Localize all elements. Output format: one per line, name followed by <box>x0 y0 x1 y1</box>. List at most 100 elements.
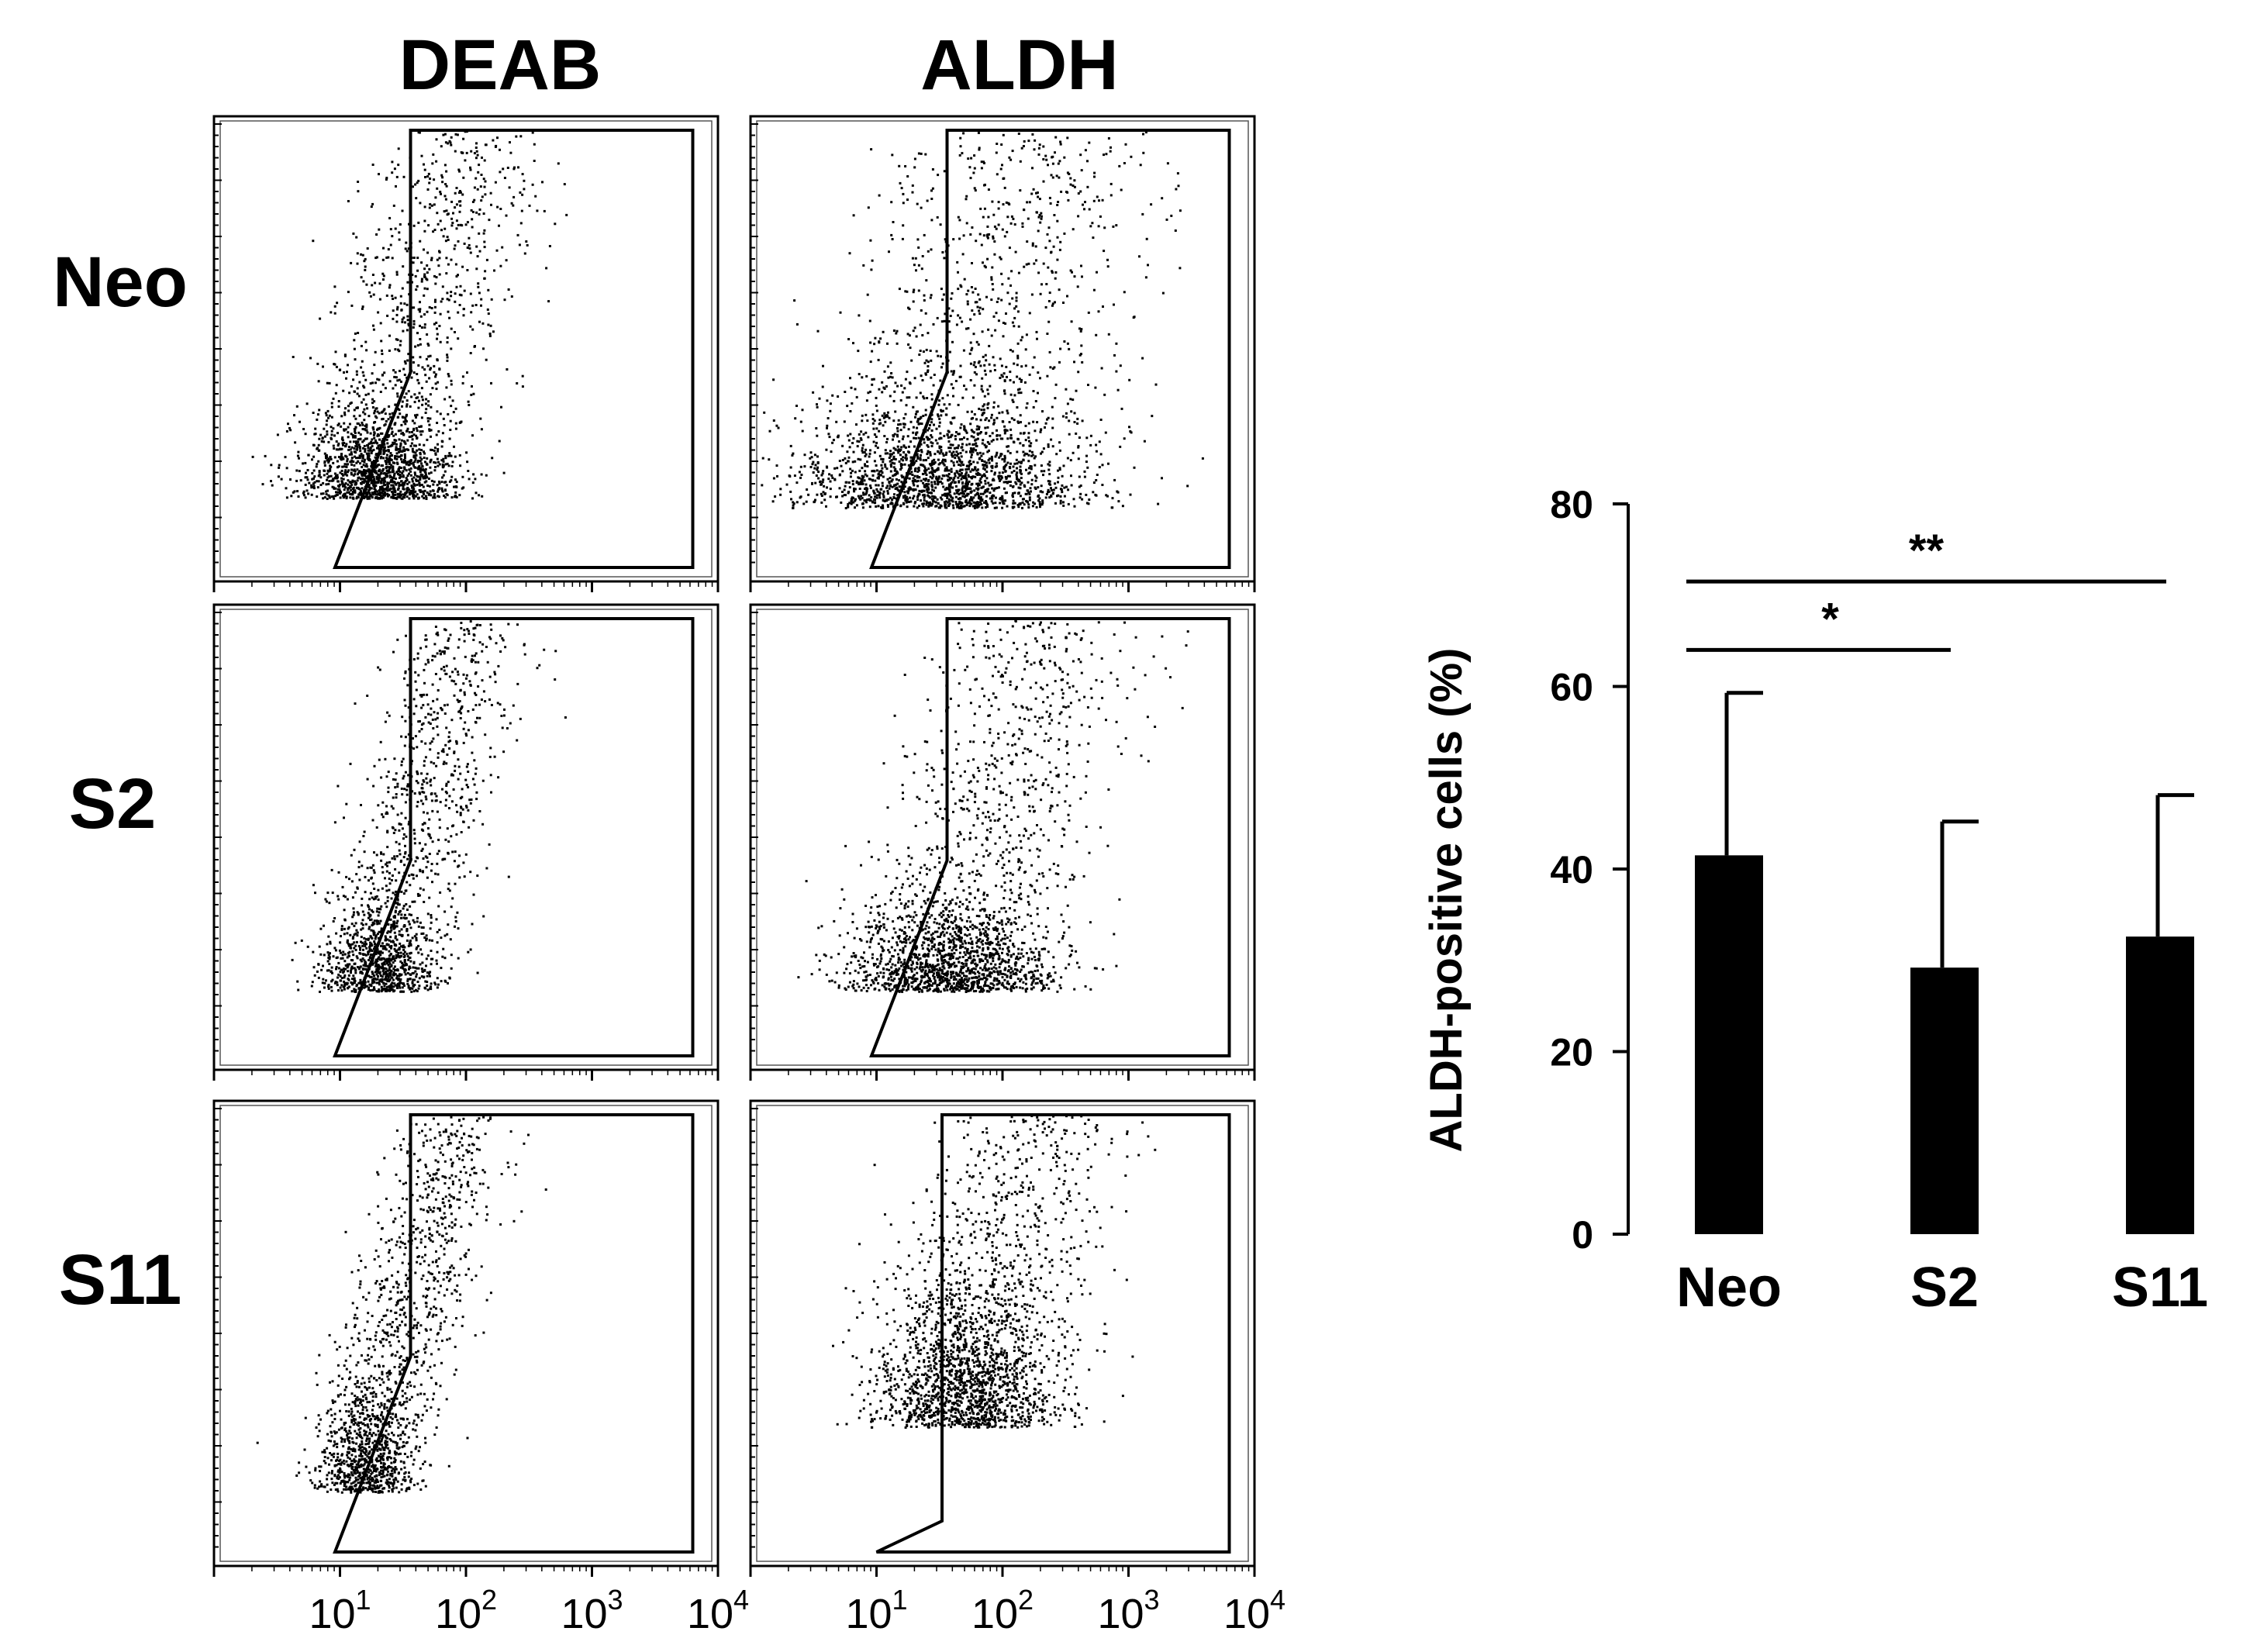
event-dot <box>408 431 411 434</box>
event-dot <box>372 930 375 933</box>
event-dot <box>364 961 367 964</box>
event-dot <box>415 780 418 782</box>
event-dot <box>456 1154 459 1157</box>
event-dot <box>458 454 461 457</box>
event-dot <box>327 457 330 460</box>
event-dot <box>471 304 475 307</box>
event-dot <box>358 471 361 474</box>
event-dot <box>345 1367 348 1371</box>
event-dot <box>411 274 414 276</box>
event-dot <box>341 485 344 488</box>
event-dot <box>437 381 440 384</box>
event-dot <box>376 456 379 459</box>
event-dot <box>443 496 447 499</box>
event-dot <box>437 264 440 267</box>
event-dot <box>398 947 401 950</box>
event-dot <box>422 469 425 472</box>
event-dot <box>490 628 493 631</box>
event-dot <box>436 852 439 855</box>
event-dot <box>435 276 438 279</box>
event-dot <box>418 399 420 402</box>
event-dot <box>363 472 366 475</box>
event-dot <box>463 629 466 632</box>
event-dot <box>441 298 444 301</box>
event-dot <box>333 1340 336 1343</box>
event-dot <box>391 923 394 926</box>
event-dot <box>357 440 360 443</box>
event-dot <box>406 978 409 981</box>
event-dot <box>454 1288 457 1292</box>
event-dot <box>405 1358 409 1361</box>
flow-panel-deab-s11 <box>212 1099 720 1577</box>
event-dot <box>385 1444 388 1447</box>
event-dot <box>418 977 421 980</box>
event-dot <box>382 1458 385 1461</box>
event-dot <box>457 337 460 340</box>
event-dot <box>434 626 437 628</box>
event-dot <box>483 229 486 232</box>
event-dot <box>364 479 367 482</box>
event-dot <box>382 490 385 493</box>
event-dot <box>430 307 433 309</box>
event-dot <box>478 1148 481 1151</box>
event-dot <box>443 495 446 497</box>
event-dot <box>411 1194 414 1197</box>
event-dot <box>333 472 336 475</box>
event-dot <box>295 469 299 472</box>
event-dot <box>435 1314 438 1316</box>
event-dot <box>411 936 414 940</box>
event-dot <box>423 492 425 495</box>
event-dot <box>356 887 359 890</box>
event-dot <box>411 430 413 433</box>
event-dot <box>381 813 384 816</box>
event-dot <box>374 937 377 940</box>
event-dot <box>398 849 401 852</box>
event-dot <box>372 491 375 495</box>
event-dot <box>412 427 416 430</box>
event-dot <box>371 1455 374 1458</box>
event-dot <box>449 1278 452 1281</box>
event-dot <box>396 481 399 485</box>
event-dot <box>374 1458 378 1461</box>
event-dot <box>415 1123 418 1126</box>
event-dot <box>285 487 288 490</box>
event-dot <box>401 405 403 408</box>
event-dot <box>385 1338 388 1341</box>
event-dot <box>419 430 422 433</box>
event-dot <box>397 348 399 351</box>
event-dot <box>383 436 386 440</box>
event-dot <box>446 359 449 362</box>
event-dot <box>439 1328 442 1331</box>
event-dot <box>379 950 382 953</box>
event-dot <box>371 1488 374 1492</box>
event-dot <box>321 1450 324 1454</box>
event-dot <box>388 1450 391 1453</box>
event-dot <box>383 957 386 961</box>
event-dot <box>485 474 488 477</box>
event-dot <box>356 931 359 934</box>
event-dot <box>480 428 483 431</box>
event-dot <box>378 489 381 492</box>
event-dot <box>345 443 348 446</box>
event-dot <box>316 418 319 421</box>
event-dot <box>456 1198 459 1201</box>
event-dot <box>437 1161 440 1164</box>
event-dot <box>466 1182 469 1185</box>
event-dot <box>379 1459 382 1462</box>
event-dot <box>433 1276 436 1279</box>
event-dot <box>458 304 461 306</box>
event-dot <box>450 291 453 294</box>
event-dot <box>388 860 391 864</box>
event-dot <box>434 673 437 675</box>
event-dot <box>385 1371 388 1374</box>
event-dot <box>465 806 468 809</box>
event-dot <box>354 1405 357 1408</box>
event-dot <box>380 776 383 779</box>
event-dot <box>448 1206 451 1209</box>
event-dot <box>386 938 389 941</box>
event-dot <box>394 1354 397 1357</box>
event-dot <box>402 475 405 478</box>
event-dot <box>388 405 391 408</box>
event-dot <box>390 964 393 967</box>
event-dot <box>399 1401 402 1404</box>
